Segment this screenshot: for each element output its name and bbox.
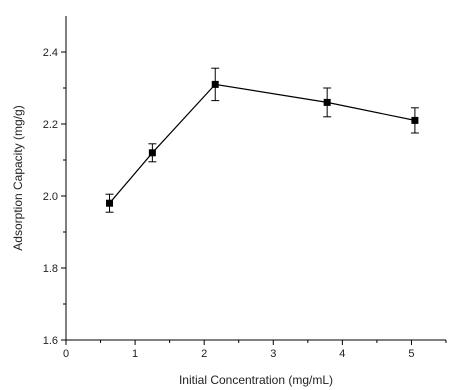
y-tick-label: 1.6	[43, 335, 58, 347]
x-tick-label: 5	[408, 348, 414, 360]
series	[105, 67, 419, 213]
y-tick-label: 2.4	[43, 47, 58, 59]
data-point	[106, 199, 114, 207]
y-tick-label: 1.8	[43, 263, 58, 275]
x-axis-label: Initial Concentration (mg/mL)	[179, 373, 333, 387]
data-point	[411, 116, 419, 124]
x-tick-label: 0	[63, 348, 69, 360]
data-point	[211, 80, 219, 88]
y-tick-label: 2.2	[43, 119, 58, 131]
x-tick-label: 2	[201, 348, 207, 360]
data-point	[323, 98, 331, 106]
y-tick-label: 2.0	[43, 191, 58, 203]
ticks: 0 1 2 3 4 5 1.6 1.8 2.0 2.2 2.4	[43, 47, 447, 360]
axes	[65, 16, 446, 341]
data-point	[148, 149, 156, 157]
x-tick-label: 1	[132, 348, 138, 360]
x-tick-label: 4	[339, 348, 345, 360]
x-tick-label: 3	[270, 348, 276, 360]
y-axis-label: Adsorption Capacity (mg/g)	[11, 105, 25, 250]
